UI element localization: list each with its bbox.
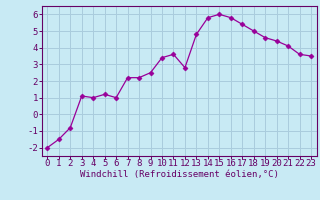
X-axis label: Windchill (Refroidissement éolien,°C): Windchill (Refroidissement éolien,°C) — [80, 170, 279, 179]
